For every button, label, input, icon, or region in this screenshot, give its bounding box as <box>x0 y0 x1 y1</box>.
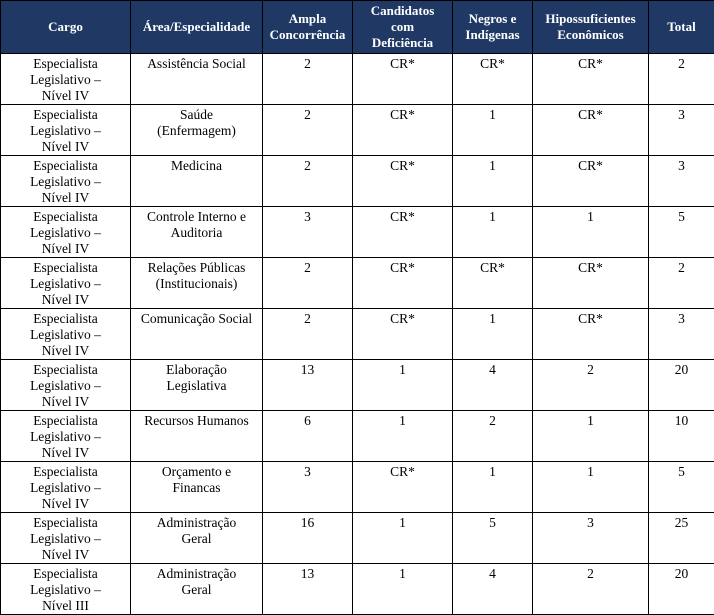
cell-cargo: Especialista Legislativo – Nível IV <box>1 308 131 359</box>
cell-area: Administração Geral <box>131 563 263 614</box>
cell-negros: CR* <box>453 257 533 308</box>
cell-hipo: CR* <box>533 257 649 308</box>
column-header-hipossuficientes: Hipossuficientes Econômicos <box>533 1 649 54</box>
cell-total: 2 <box>649 257 714 308</box>
column-header-cargo: Cargo <box>1 1 131 54</box>
cell-pcd: 1 <box>353 563 453 614</box>
cell-cargo: Especialista Legislativo – Nível IV <box>1 257 131 308</box>
cell-pcd: CR* <box>353 308 453 359</box>
cell-total: 3 <box>649 104 714 155</box>
cell-negros: 1 <box>453 155 533 206</box>
column-header-ampla-concorrencia: Ampla Concorrência <box>263 1 353 54</box>
cell-hipo: CR* <box>533 308 649 359</box>
cell-ampla: 3 <box>263 206 353 257</box>
cell-area: Medicina <box>131 155 263 206</box>
cell-ampla: 2 <box>263 308 353 359</box>
cell-total: 25 <box>649 512 714 563</box>
cell-cargo: Especialista Legislativo – Nível IV <box>1 104 131 155</box>
cell-hipo: CR* <box>533 53 649 104</box>
cell-total: 10 <box>649 410 714 461</box>
cell-negros: 4 <box>453 563 533 614</box>
cell-cargo: Especialista Legislativo – Nível IV <box>1 53 131 104</box>
cell-negros: 1 <box>453 206 533 257</box>
cell-area: Elaboração Legislativa <box>131 359 263 410</box>
cell-pcd: 1 <box>353 512 453 563</box>
cell-area: Assistência Social <box>131 53 263 104</box>
cell-area: Recursos Humanos <box>131 410 263 461</box>
cell-area: Saúde (Enfermagem) <box>131 104 263 155</box>
cell-hipo: 2 <box>533 563 649 614</box>
column-header-total: Total <box>649 1 714 54</box>
cell-hipo: 1 <box>533 461 649 512</box>
cell-ampla: 2 <box>263 257 353 308</box>
cell-hipo: CR* <box>533 155 649 206</box>
cell-hipo: 1 <box>533 206 649 257</box>
cell-total: 20 <box>649 563 714 614</box>
cell-hipo: 1 <box>533 410 649 461</box>
cell-total: 2 <box>649 53 714 104</box>
cell-total: 3 <box>649 308 714 359</box>
cell-total: 5 <box>649 461 714 512</box>
cell-cargo: Especialista Legislativo – Nível IV <box>1 461 131 512</box>
cell-cargo: Especialista Legislativo – Nível IV <box>1 359 131 410</box>
cell-pcd: CR* <box>353 104 453 155</box>
cell-hipo: CR* <box>533 104 649 155</box>
cell-pcd: CR* <box>353 257 453 308</box>
cell-negros: 2 <box>453 410 533 461</box>
cell-cargo: Especialista Legislativo – Nível III <box>1 563 131 614</box>
cell-cargo: Especialista Legislativo – Nível IV <box>1 155 131 206</box>
column-header-negros-indigenas: Negros e Indígenas <box>453 1 533 54</box>
cell-negros: CR* <box>453 53 533 104</box>
cell-negros: 1 <box>453 308 533 359</box>
cell-ampla: 2 <box>263 155 353 206</box>
column-header-candidatos-deficiencia: Candidatos com Deficiência <box>353 1 453 54</box>
cell-ampla: 3 <box>263 461 353 512</box>
cell-negros: 1 <box>453 104 533 155</box>
cell-ampla: 2 <box>263 104 353 155</box>
cell-pcd: 1 <box>353 410 453 461</box>
cell-cargo: Especialista Legislativo – Nível IV <box>1 512 131 563</box>
cell-ampla: 13 <box>263 563 353 614</box>
cell-negros: 4 <box>453 359 533 410</box>
cell-pcd: 1 <box>353 359 453 410</box>
cell-ampla: 13 <box>263 359 353 410</box>
cell-pcd: CR* <box>353 461 453 512</box>
cell-pcd: CR* <box>353 53 453 104</box>
column-header-area: Área/Especialidade <box>131 1 263 54</box>
cell-ampla: 16 <box>263 512 353 563</box>
cell-pcd: CR* <box>353 206 453 257</box>
cell-area: Relações Públicas (Institucionais) <box>131 257 263 308</box>
cell-negros: 1 <box>453 461 533 512</box>
cell-cargo: Especialista Legislativo – Nível IV <box>1 206 131 257</box>
cell-ampla: 6 <box>263 410 353 461</box>
cell-hipo: 3 <box>533 512 649 563</box>
cell-ampla: 2 <box>263 53 353 104</box>
cell-negros: 5 <box>453 512 533 563</box>
cell-hipo: 2 <box>533 359 649 410</box>
cell-total: 3 <box>649 155 714 206</box>
cell-total: 5 <box>649 206 714 257</box>
cell-pcd: CR* <box>353 155 453 206</box>
cell-cargo: Especialista Legislativo – Nível IV <box>1 410 131 461</box>
cell-area: Comunicação Social <box>131 308 263 359</box>
cell-area: Administração Geral <box>131 512 263 563</box>
cell-total: 20 <box>649 359 714 410</box>
cell-area: Orçamento e Financas <box>131 461 263 512</box>
cell-area: Controle Interno e Auditoria <box>131 206 263 257</box>
